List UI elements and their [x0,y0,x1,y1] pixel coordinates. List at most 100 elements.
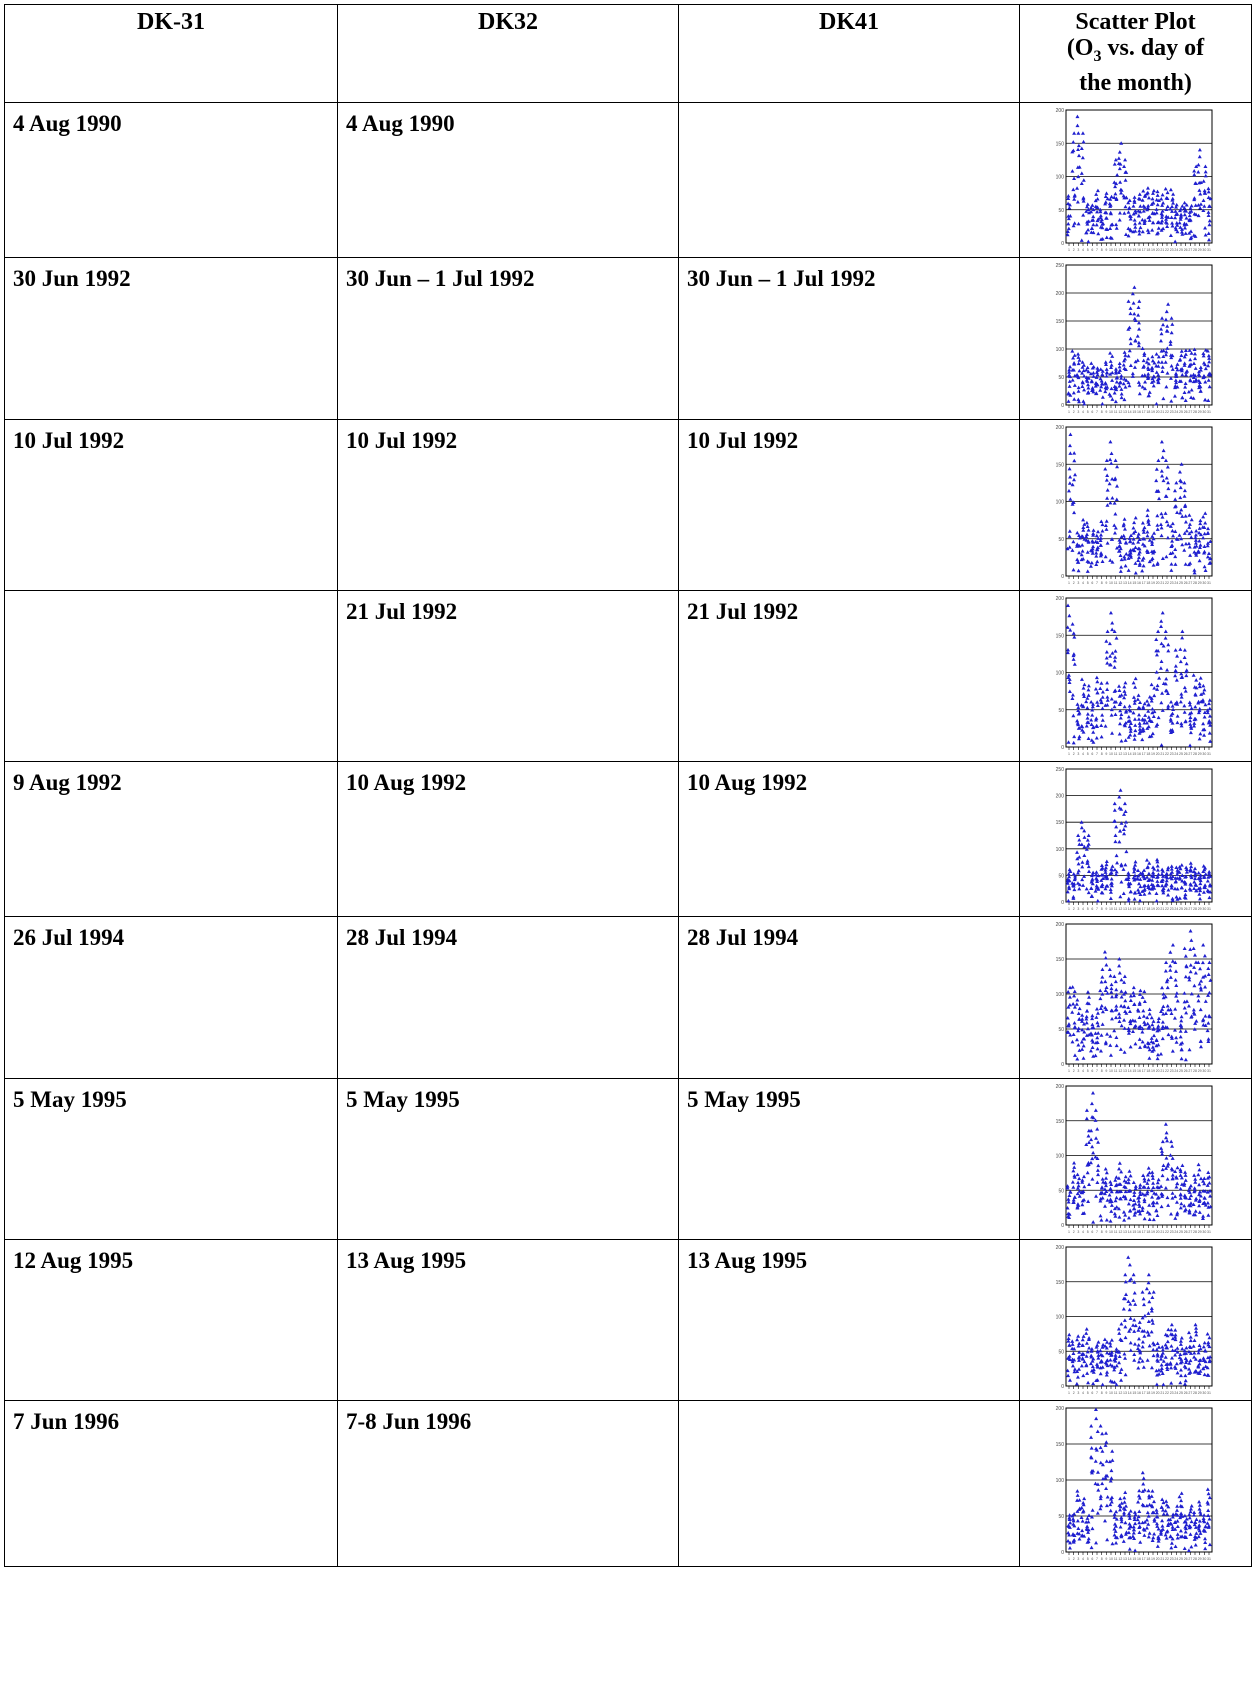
scatter-point [1174,220,1179,225]
scatter-point [1160,869,1165,873]
scatter-point [1181,480,1186,485]
scatter-point [1076,734,1081,739]
scatter-point [1191,1173,1196,1177]
scatter-point [1205,1501,1210,1506]
scatter-point [1172,547,1177,552]
x-tick-label: 5 [1086,410,1088,414]
scatter-point [1104,985,1109,989]
scatter-point [1141,1296,1146,1301]
scatter-point [1118,738,1123,743]
scatter-point [1090,544,1095,549]
scatter-series [1065,788,1212,903]
scatter-point [1065,889,1070,894]
scatter-point [1186,513,1191,517]
scatter-point [1095,703,1100,707]
scatter-point [1154,859,1159,864]
scatter-point [1182,494,1187,498]
scatter-point [1146,1041,1151,1046]
scatter-point [1173,480,1178,485]
scatter-point [1141,868,1146,872]
scatter-point [1182,1208,1187,1213]
x-tick-label: 28 [1193,752,1197,756]
scatter-point [1154,197,1159,202]
scatter-point [1149,1170,1154,1174]
scatter-point [1206,1491,1211,1496]
scatter-point [1076,568,1081,573]
scatter-point [1201,373,1206,378]
scatter-point [1114,1363,1119,1368]
scatter-point [1179,1182,1184,1186]
scatter-point [1179,1056,1184,1061]
scatter-point [1093,391,1098,395]
scatter-point [1142,713,1147,717]
scatter-point [1131,1352,1136,1356]
scatter-point [1206,359,1211,364]
x-tick-label: 7 [1096,410,1098,414]
scatter-point [1136,1325,1141,1330]
scatter-point [1090,389,1095,394]
scatter-point [1177,358,1182,362]
scatter-point [1187,1047,1192,1052]
cell-dk31: 10 Jul 1992 [4,419,338,591]
scatter-point [1173,1332,1178,1337]
scatter-point [1109,495,1114,500]
scatter-point [1126,872,1131,877]
scatter-point [1136,213,1141,218]
x-tick-label: 2 [1072,1391,1074,1395]
scatter-point [1182,1519,1187,1524]
scatter-point [1121,1495,1126,1500]
scatter-point [1160,1347,1165,1352]
scatter-point [1123,708,1128,713]
scatter-point [1116,795,1121,799]
scatter-point [1193,553,1198,557]
scatter-point [1165,691,1170,695]
scatter-point [1137,1204,1142,1208]
x-tick-label: 9 [1105,410,1107,414]
scatter-point [1149,1295,1154,1300]
x-tick-label: 20 [1155,410,1159,414]
scatter-point [1174,1361,1179,1366]
scatter-point [1187,213,1192,218]
y-tick-label: 0 [1061,403,1064,409]
scatter-point [1103,956,1108,960]
x-tick-label: 14 [1127,410,1131,414]
scatter-point [1155,202,1160,207]
scatter-point [1066,1200,1071,1204]
x-tick-label: 9 [1105,248,1107,252]
x-tick-label: 15 [1132,1557,1136,1561]
scatter-point [1080,534,1085,539]
scatter-point [1133,676,1138,681]
scatter-point [1160,1508,1165,1512]
scatter-point [1090,370,1095,375]
scatter-point [1205,1190,1210,1194]
scatter-point [1071,477,1076,482]
scatter-point [1197,206,1202,210]
scatter-point [1104,478,1109,482]
scatter-point [1072,874,1077,878]
scatter-point [1149,1188,1154,1193]
scatter-point [1103,1486,1108,1490]
scatter-point [1085,390,1090,394]
scatter-point [1163,1342,1168,1347]
x-tick-label: 17 [1141,1230,1145,1234]
x-tick-label: 2 [1072,907,1074,911]
scatter-point [1093,198,1098,203]
scatter-point [1122,385,1127,389]
scatter-point [1146,1488,1151,1493]
scatter-point [1163,317,1168,322]
scatter-point [1085,838,1090,842]
scatter-point [1200,514,1205,519]
scatter-point [1079,1019,1084,1023]
scatter-point [1173,994,1178,998]
scatter-point [1136,532,1141,536]
scatter-point [1127,1019,1132,1023]
scatter-point [1112,1522,1117,1526]
scatter-point [1192,873,1197,878]
scatter-point [1191,568,1196,572]
scatter-point [1197,521,1202,526]
scatter-point [1164,224,1169,229]
scatter-point [1113,987,1118,992]
scatter-point [1159,218,1164,223]
scatter-point [1113,458,1118,463]
scatter-point [1147,1211,1152,1216]
